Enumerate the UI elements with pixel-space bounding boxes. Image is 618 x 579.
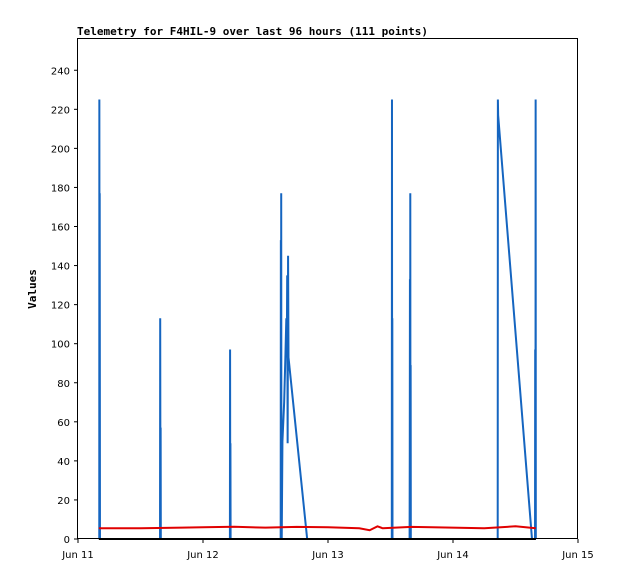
y-tick-label: 0: [64, 535, 70, 546]
y-tick-label: 20: [57, 496, 70, 507]
y-tick-label: 140: [51, 262, 70, 273]
x-tick-label: Jun 12: [186, 550, 219, 561]
y-tick-label: 200: [51, 144, 70, 155]
y-tick-label: 100: [51, 340, 70, 351]
y-tick-label: 120: [51, 301, 70, 312]
y-tick-label: 220: [51, 105, 70, 116]
series-line-2: [98, 525, 536, 532]
y-axis-label: Values: [26, 269, 39, 309]
y-tick-label: 60: [57, 418, 70, 429]
chart-title: Telemetry for F4HIL-9 over last 96 hours…: [77, 25, 428, 38]
y-tick-label: 180: [51, 183, 70, 194]
y-tick-label: 40: [57, 457, 70, 468]
x-tick-label: Jun 14: [436, 550, 469, 561]
y-tick-label: 80: [57, 379, 70, 390]
x-tick-label: Jun 15: [561, 550, 594, 561]
axis-layer: 0 20 40 60 80 100 120 140 160 180 200 220 240 Jun 11 J…: [51, 66, 594, 561]
x-tick-label: Jun 11: [61, 550, 94, 561]
y-tick-label: 240: [51, 66, 70, 77]
plot-frame: [77, 38, 578, 539]
x-tick-label: Jun 13: [311, 550, 344, 561]
y-tick-label: 160: [51, 223, 70, 234]
